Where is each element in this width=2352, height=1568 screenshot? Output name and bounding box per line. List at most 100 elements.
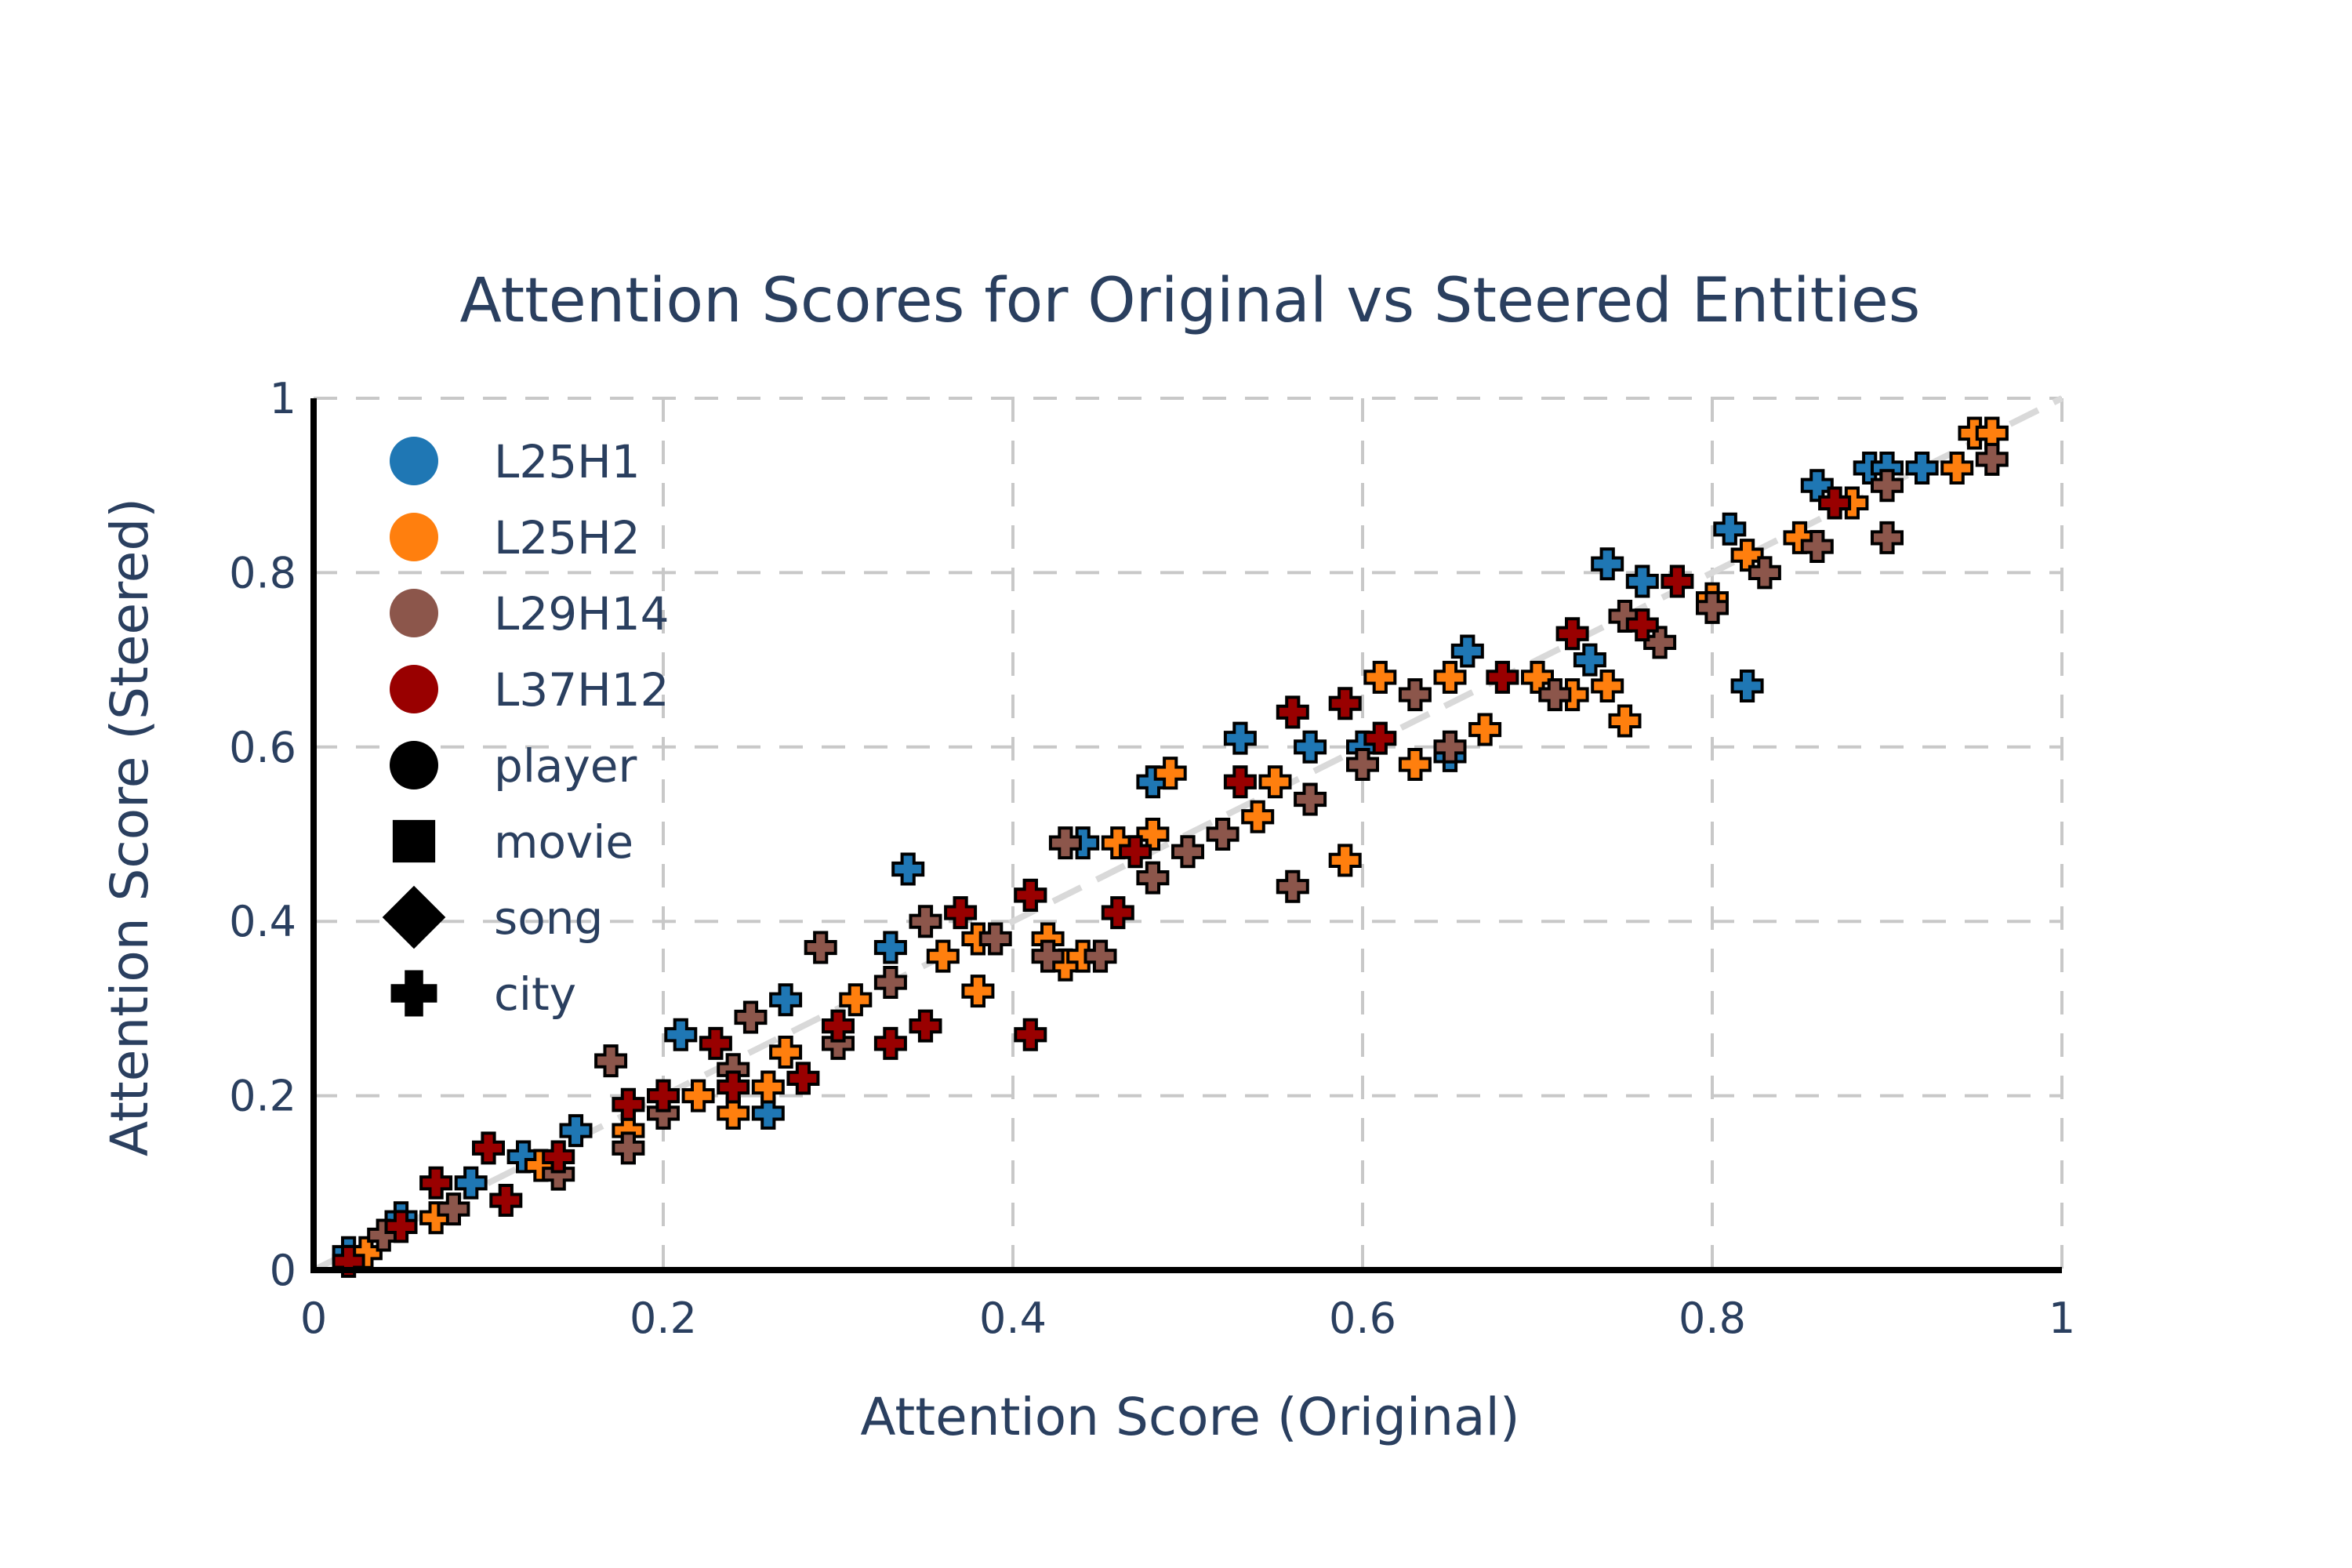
point-L37H12-movie-12: [873, 1026, 907, 1060]
point-L25H1-song-13: [1223, 721, 1257, 755]
point-L29H14-player-31: [1871, 469, 1904, 503]
point-L37H12-song-21: [1328, 687, 1362, 720]
legend-label-city: city: [494, 967, 576, 1021]
legend-marker-L25H1: [390, 437, 438, 485]
point-L37H12-movie-1: [384, 1210, 418, 1243]
x-tick-label-0: 0: [300, 1294, 327, 1343]
point-L29H14-movie-30: [1871, 521, 1904, 554]
point-L37H12-song-20: [1276, 695, 1309, 729]
point-L37H12-song-22: [1363, 721, 1397, 755]
legend: L25H1 L25H2 L29H14 L37H12 player movie song cit…: [382, 435, 670, 1021]
legend-marker-city: [390, 970, 437, 1017]
point-L25H2-player-19: [1258, 765, 1292, 799]
point-L37H12-movie-14: [944, 896, 978, 930]
point-L25H2-song-4: [681, 1079, 715, 1112]
point-L25H2-song-5: [717, 1096, 750, 1130]
point-L37H12-movie-23: [1486, 660, 1519, 694]
legend-label-L25H1: L25H1: [494, 435, 641, 488]
point-L25H2-song-9: [926, 939, 960, 973]
point-L25H2-song-18: [1241, 800, 1275, 833]
x-tick-label-1: 0.2: [630, 1294, 697, 1343]
point-L29H14-city-18: [1206, 818, 1240, 851]
series-L37H12: [332, 486, 1852, 1278]
point-L25H1-song-22: [1730, 669, 1764, 702]
point-L25H2-city-27: [1591, 669, 1624, 702]
point-L29H14-player-13: [1031, 939, 1065, 973]
x-tick-label-4: 0.8: [1679, 1294, 1746, 1343]
series-L29H14: [367, 442, 2009, 1252]
point-L37H12-city-16: [1014, 878, 1047, 912]
point-L37H12-player-4: [489, 1184, 523, 1218]
legend-item-player: player: [390, 739, 637, 793]
point-L25H1-movie-20: [1625, 564, 1659, 598]
point-L25H2-player-8: [839, 983, 873, 1017]
tick-labels: 0 0.2 0.4 0.6 0.8 1 0 0.2 0.4 0.6 0.8 1: [229, 374, 2075, 1343]
legend-marker-movie: [392, 819, 436, 863]
point-L29H14-song-19: [1276, 869, 1309, 903]
legend-label-movie: movie: [494, 815, 633, 869]
point-L25H1-player-26: [1905, 451, 1939, 485]
point-L29H14-song-1: [437, 1192, 470, 1226]
point-L29H14-player-4: [612, 1131, 645, 1165]
y-tick-label-1: 0.2: [229, 1072, 296, 1121]
point-L25H1-player-17: [1450, 634, 1484, 668]
point-L29H14-movie-10: [873, 966, 907, 1000]
point-L37H12-movie-7: [647, 1079, 680, 1112]
point-L37H12-song-2: [419, 1166, 453, 1200]
point-L29H14-movie-27: [1696, 590, 1729, 624]
chart-title: Attention Scores for Original vs Steered…: [460, 266, 1921, 336]
point-L29H14-player-14: [1048, 826, 1082, 860]
x-tick-label-3: 0.6: [1329, 1294, 1396, 1343]
legend-item-song: song: [382, 885, 603, 949]
y-tick-label-4: 0.8: [229, 548, 296, 597]
point-L29H14-song-32: [1975, 442, 2009, 476]
point-L25H1-player-21: [1713, 512, 1747, 546]
point-L25H1-song-9: [891, 852, 925, 886]
point-L37H12-player-11: [822, 1009, 855, 1043]
legend-marker-L25H2: [390, 513, 438, 561]
y-axis-title: Attention Score (Steered): [100, 498, 160, 1156]
point-L29H14-city-11: [909, 905, 942, 938]
point-L25H2-player-16: [1136, 818, 1170, 851]
point-L25H1-city-7: [769, 983, 803, 1017]
legend-label-L25H2: L25H2: [494, 511, 641, 564]
y-tick-label-2: 0.4: [229, 897, 296, 946]
y-tick-label-5: 1: [270, 374, 296, 423]
x-tick-label-2: 0.4: [979, 1294, 1047, 1343]
legend-label-song: song: [494, 891, 603, 945]
point-L25H2-city-24: [1468, 713, 1502, 746]
legend-marker-L37H12: [390, 665, 438, 713]
point-L37H12-player-17: [1101, 896, 1134, 930]
point-L37H12-player-18: [1119, 835, 1152, 869]
point-L29H14-city-22: [1398, 678, 1432, 712]
point-L29H14-song-8: [804, 931, 837, 964]
point-L25H2-player-7: [769, 1036, 803, 1069]
point-L37H12-player-13: [909, 1009, 942, 1043]
point-L29H14-song-12: [978, 922, 1012, 956]
point-L25H2-player-23: [1433, 660, 1467, 694]
point-L37H12-player-9: [717, 1070, 750, 1104]
point-L37H12-song-8: [699, 1026, 732, 1060]
point-L37H12-song-5: [542, 1140, 575, 1174]
point-L25H2-city-22: [1398, 748, 1432, 782]
axes: [310, 398, 2062, 1273]
point-L29H14-player-24: [1538, 678, 1572, 712]
y-tick-label-0: 0: [270, 1246, 296, 1295]
point-L25H2-movie-20: [1328, 844, 1362, 877]
legend-label-L29H14: L29H14: [494, 587, 670, 641]
point-L29H14-player-7: [734, 1000, 768, 1034]
legend-item-L25H2: L25H2: [390, 511, 641, 564]
point-L25H1-player-4: [559, 1114, 593, 1148]
point-L29H14-song-17: [1171, 835, 1204, 869]
legend-item-city: city: [390, 967, 576, 1021]
legend-label-player: player: [494, 739, 637, 793]
y-tick-label-3: 0.6: [229, 723, 296, 772]
legend-marker-L29H14: [390, 589, 438, 637]
legend-label-L37H12: L37H12: [494, 663, 670, 717]
point-L25H2-song-28: [1608, 704, 1642, 738]
point-L25H2-song-6: [751, 1070, 785, 1104]
point-L25H1-movie-14: [1294, 730, 1327, 764]
x-axis-title: Attention Score (Original): [860, 1387, 1519, 1447]
